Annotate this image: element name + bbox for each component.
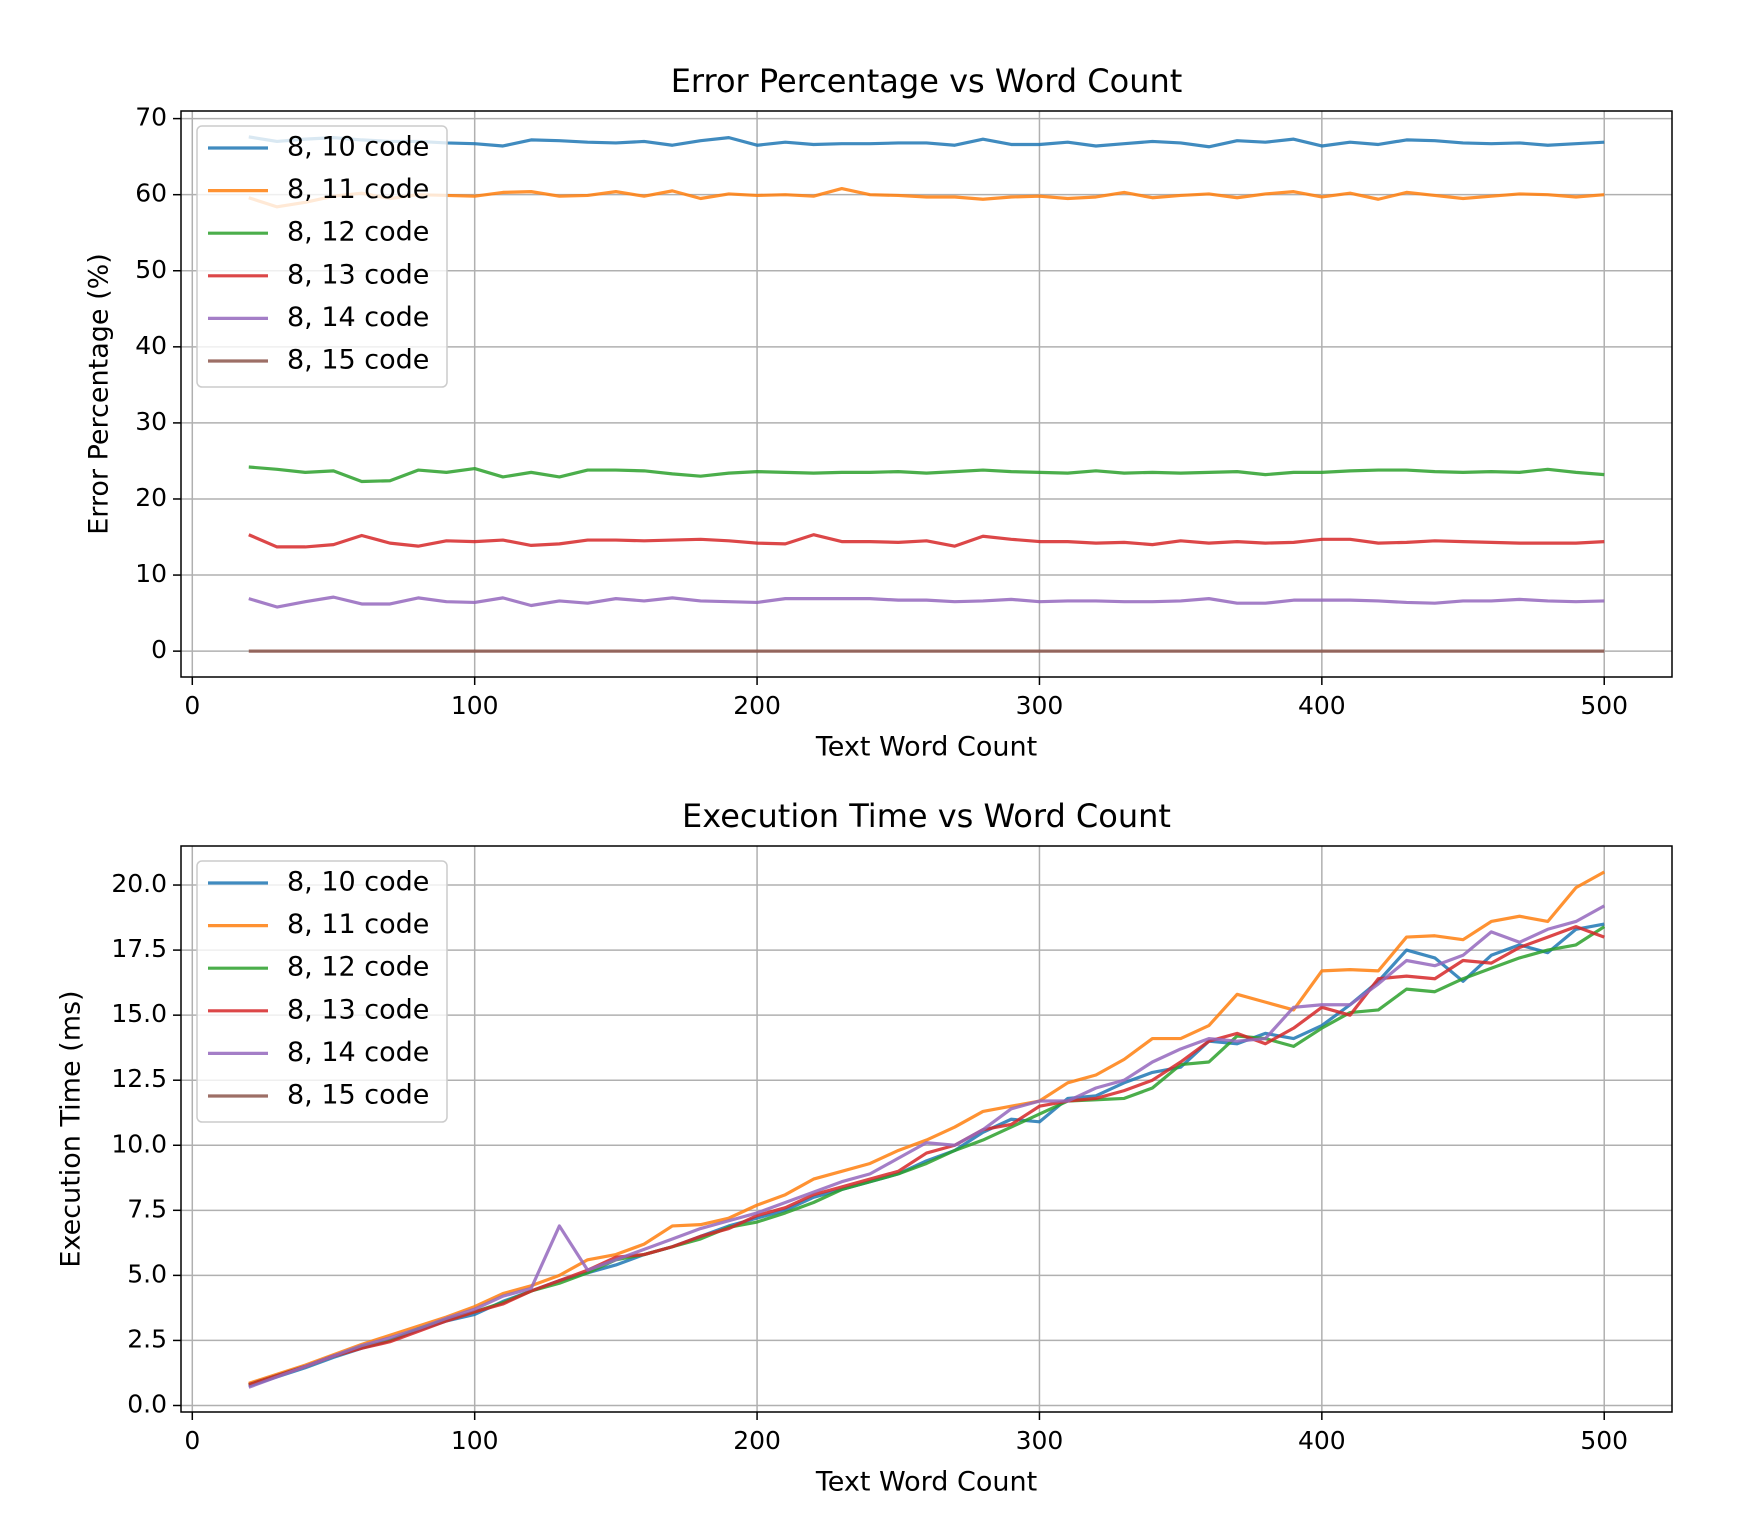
x-tick-label: 400 <box>1298 691 1346 720</box>
legend-label: 8, 10 code <box>287 867 429 898</box>
legend: 8, 10 code 8, 11 code 8, 12 code 8, 13 code… <box>196 860 448 1123</box>
y-tick-label: 0 <box>151 635 167 664</box>
x-tick-label: 300 <box>1016 1426 1064 1455</box>
legend-label: 8, 14 code <box>287 302 429 333</box>
y-tick-label: 2.5 <box>127 1324 167 1353</box>
x-tick-label: 500 <box>1580 1426 1628 1455</box>
x-tick-label: 100 <box>451 691 499 720</box>
x-tick-label: 0 <box>184 691 200 720</box>
plot-frame <box>180 110 1673 678</box>
y-tick-label: 70 <box>135 103 167 132</box>
series-line <box>248 187 1605 209</box>
y-tick-label: 5.0 <box>127 1259 167 1288</box>
x-tick-label: 100 <box>451 1426 499 1455</box>
y-tick-label: 20.0 <box>111 869 167 898</box>
legend-label: 8, 14 code <box>287 1037 429 1068</box>
series-line <box>248 465 1605 484</box>
x-tick-label: 200 <box>733 1426 781 1455</box>
series-line <box>248 904 1606 1389</box>
y-tick-label: 12.5 <box>111 1064 167 1093</box>
y-tick-label: 40 <box>135 331 167 360</box>
legend-label: 8, 10 code <box>287 132 429 163</box>
legend-label: 8, 13 code <box>287 994 429 1025</box>
y-tick-label: 50 <box>135 255 167 284</box>
y-axis-label: Error Percentage (%) <box>84 253 115 535</box>
x-tick-label: 300 <box>1016 691 1064 720</box>
y-tick-label: 7.5 <box>127 1194 167 1223</box>
legend-label: 8, 15 code <box>287 1080 429 1111</box>
legend-label: 8, 12 code <box>287 217 429 248</box>
legend-label: 8, 15 code <box>287 345 429 376</box>
x-axis-label: Text Word Count <box>815 732 1037 763</box>
y-tick-label: 10.0 <box>111 1129 167 1158</box>
x-tick-label: 500 <box>1580 691 1628 720</box>
series-line <box>248 135 1605 149</box>
series-line <box>248 870 1606 1385</box>
y-axis-label: Execution Time (ms) <box>56 990 87 1267</box>
legend: 8, 10 code 8, 11 code 8, 12 code 8, 13 code… <box>196 125 448 388</box>
y-tick-label: 20 <box>135 483 167 512</box>
y-tick-label: 60 <box>135 179 167 208</box>
chart-title: Error Percentage vs Word Count <box>671 62 1183 100</box>
y-tick-label: 0.0 <box>127 1389 167 1418</box>
y-tick-label: 17.5 <box>111 934 167 963</box>
legend-label: 8, 11 code <box>287 909 429 940</box>
legend-label: 8, 13 code <box>287 259 429 290</box>
legend-label: 8, 12 code <box>287 952 429 983</box>
plot-frame <box>180 845 1673 1413</box>
chart-title: Execution Time vs Word Count <box>682 797 1171 835</box>
series-line <box>248 595 1605 609</box>
y-tick-label: 30 <box>135 407 167 436</box>
x-tick-label: 200 <box>733 691 781 720</box>
y-tick-label: 15.0 <box>111 999 167 1028</box>
x-axis-label: Text Word Count <box>815 1467 1037 1498</box>
x-tick-label: 400 <box>1298 1426 1346 1455</box>
series-line <box>248 925 1605 1387</box>
y-tick-label: 10 <box>135 559 167 588</box>
legend-label: 8, 11 code <box>287 174 429 205</box>
series-line <box>248 533 1605 549</box>
x-tick-label: 0 <box>184 1426 200 1455</box>
